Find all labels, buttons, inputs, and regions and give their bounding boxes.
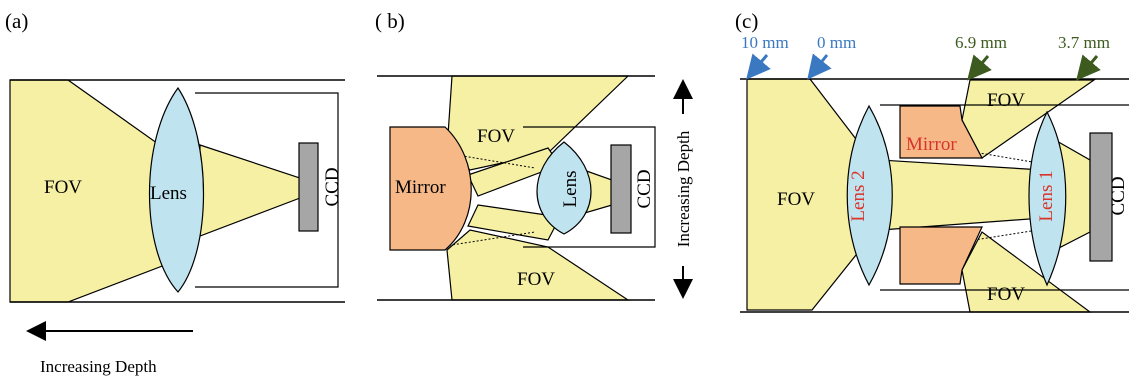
panel-c-arrow-0mm [807, 53, 832, 80]
panel-b-ccd-label: CCD [634, 169, 655, 208]
panel-c-ccd [1089, 132, 1113, 262]
panel-c-arrow-3-7mm [1076, 54, 1101, 81]
panel-a-label: (a) [5, 9, 28, 33]
panel-b-lens-label: Lens [560, 171, 581, 208]
panel-c-measure-6-9mm: 6.9 mm [955, 33, 1007, 52]
panel-c-measure-3-7mm: 3.7 mm [1058, 33, 1110, 52]
panel-c-fov-top-label: FOV [987, 90, 1025, 111]
panel-c-fov-top [961, 79, 1096, 159]
panel-c-arrow-10mm [746, 53, 771, 80]
panel-b-mirror-label: Mirror [395, 177, 446, 198]
panel-c-fov-main-label: FOV [777, 189, 815, 210]
panel-a-ccd-label: CCD [322, 167, 343, 206]
panel-c-lens2 [846, 104, 893, 287]
panel-b-ccd [610, 144, 632, 234]
panel-b-label: ( b) [375, 9, 405, 33]
panel-b-housing [523, 126, 656, 248]
panel-c-mirror-bottom [899, 226, 983, 285]
panel-c-dotted-bottom [961, 227, 1051, 243]
panel-b-dotted-top [444, 152, 536, 169]
panel-a-lens [148, 86, 205, 293]
panel-b-fov-top-label: FOV [477, 126, 515, 147]
panel-a-housing [195, 92, 339, 288]
panel-c-arrow-6-9mm [967, 54, 992, 81]
panel-c-mirror-label: Mirror [906, 134, 957, 155]
panel-b-beam-bottom [467, 204, 561, 241]
panel-c-dotted-top [961, 149, 1051, 166]
panel-a-depth-label: Increasing Depth [40, 357, 157, 376]
panel-c-fov-bottom-label: FOV [987, 284, 1025, 305]
panel-c-measure-10mm: 10 mm [741, 33, 789, 52]
panel-b-depth-gap [670, 114, 696, 266]
panel-a-beam [199, 144, 301, 237]
panel-a-lens-label: Lens [150, 183, 187, 204]
panel-c-beam-center [879, 159, 1044, 231]
panel-c-mirror-top [899, 105, 983, 159]
panel-b-fov-bottom [446, 229, 630, 301]
panel-c-lens1 [1028, 110, 1067, 287]
panel-a: (a) FOV Lens CCD Increasing Depth [5, 9, 345, 376]
panel-c-fov-bottom [961, 231, 1092, 313]
panel-c-lens1-label: Lens 1 [1036, 170, 1057, 221]
panel-c-ccd-label: CCD [1108, 176, 1129, 215]
panel-b-mirror [389, 126, 472, 251]
panel-a-ccd [298, 142, 319, 232]
panel-c: (c) FOV FOV FOV Mirror Lens 2 Lens 1 [735, 9, 1129, 313]
panel-c-lens2-label: Lens 2 [848, 170, 869, 221]
panel-c-label: (c) [735, 9, 758, 33]
panel-a-fov-label: FOV [44, 177, 82, 198]
panel-b-lens [536, 141, 592, 235]
panel-c-measure-0mm: 0 mm [817, 33, 856, 52]
panel-b: ( b) FOV FOV Mirror Lens CCD Increasing … [375, 9, 696, 301]
panel-b-fov-bottom-label: FOV [517, 269, 555, 290]
panel-b-dotted-bottom [444, 231, 536, 247]
panel-b-depth-label: Increasing Depth [674, 130, 693, 247]
